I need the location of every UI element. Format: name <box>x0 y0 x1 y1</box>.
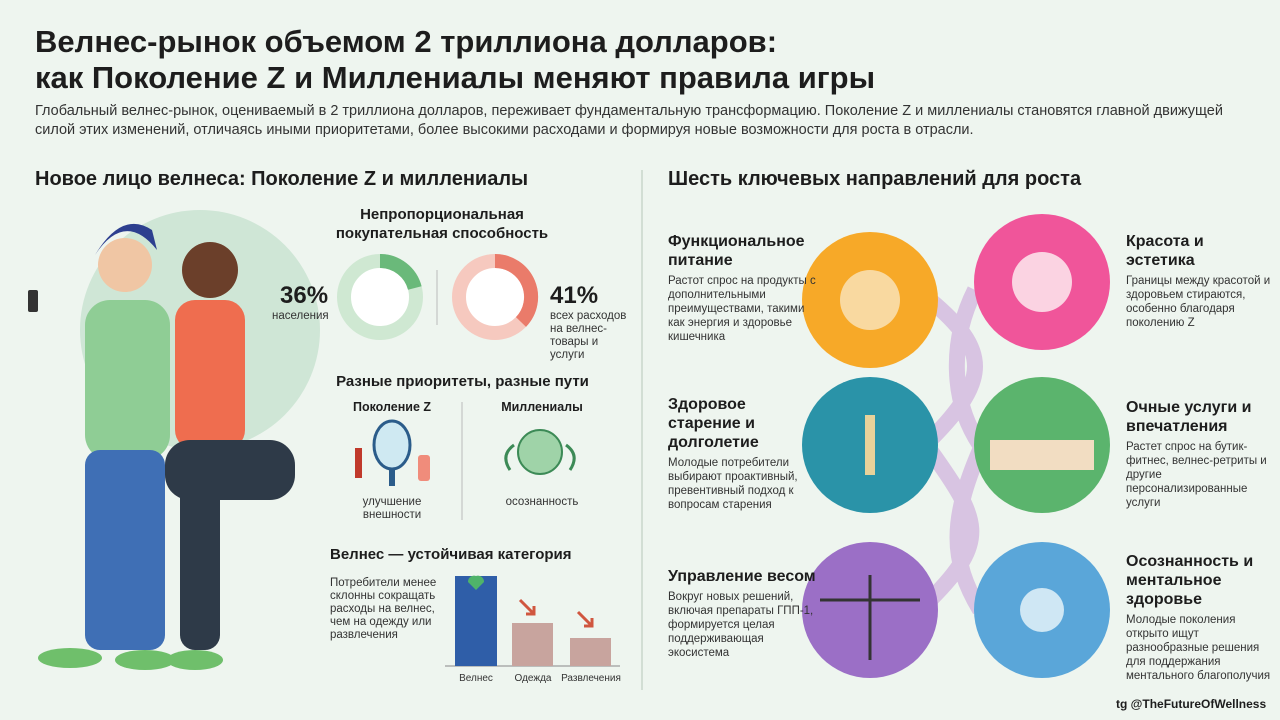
area-title: Осознанность и ментальное здоровье <box>1126 553 1254 608</box>
group-caption: осознанность <box>505 496 579 508</box>
block-title: Разные приоритеты, разные пути <box>336 373 589 390</box>
bar-label: Велнес <box>459 673 493 684</box>
section-heading: Шесть ключевых направлений для роста <box>668 168 1082 190</box>
intro: Глобальный велнес-рынок, оцениваемый в 2… <box>35 103 1223 138</box>
title-line: Велнес-рынок объемом 2 триллиона долларо… <box>35 24 778 59</box>
bar-label: Одежда <box>514 673 552 684</box>
area-title: Красота и эстетика <box>1126 233 1204 269</box>
area-text: Границы между красотой и здоровьем стира… <box>1126 275 1271 329</box>
area-text: Молодые потребители выбирают проактивный… <box>668 457 798 511</box>
stat-label: всех расходов на велнес-товары и услуги <box>550 310 627 361</box>
title: Велнес-рынок объемом 2 триллиона долларо… <box>35 24 1235 96</box>
group-caption: улучшение внешности <box>362 496 422 521</box>
area-title: Здоровое старение и долголетие <box>668 396 759 451</box>
group-name: Поколение Z <box>352 400 432 414</box>
bar-label: Развлечения <box>561 673 621 684</box>
section-heading: Новое лицо велнеса: Поколение Z и миллен… <box>35 168 529 190</box>
group-name: Миллениалы <box>501 400 583 414</box>
title-line: как Поколение Z и Миллениалы меняют прав… <box>35 60 876 95</box>
area-title: Очные услуги и впечатления <box>1126 399 1252 435</box>
area-title: Функциональное питание <box>668 233 805 269</box>
area-text: Растот спрос на продукты с дополнительны… <box>668 275 816 343</box>
block-title: Непропорциональная покупательная способн… <box>335 206 549 242</box>
area-text: Растет спрос на бутик-фитнес, велнес-рет… <box>1126 441 1267 509</box>
stat-value: 41% <box>550 282 599 309</box>
footer: tg @TheFutureOfWellness <box>1116 697 1267 711</box>
area-text: Вокруг новых решений, включая препараты … <box>668 591 814 659</box>
stat-value: 36% <box>280 282 329 309</box>
block-title: Велнес — устойчивая категория <box>330 546 572 563</box>
stat-label: населения <box>272 310 329 322</box>
area-title: Управление весом <box>668 568 816 585</box>
block-text: Потребители менее склонны сокращать расх… <box>330 577 437 641</box>
area-text: Молодые поколения открыто ищут разнообра… <box>1126 614 1271 682</box>
